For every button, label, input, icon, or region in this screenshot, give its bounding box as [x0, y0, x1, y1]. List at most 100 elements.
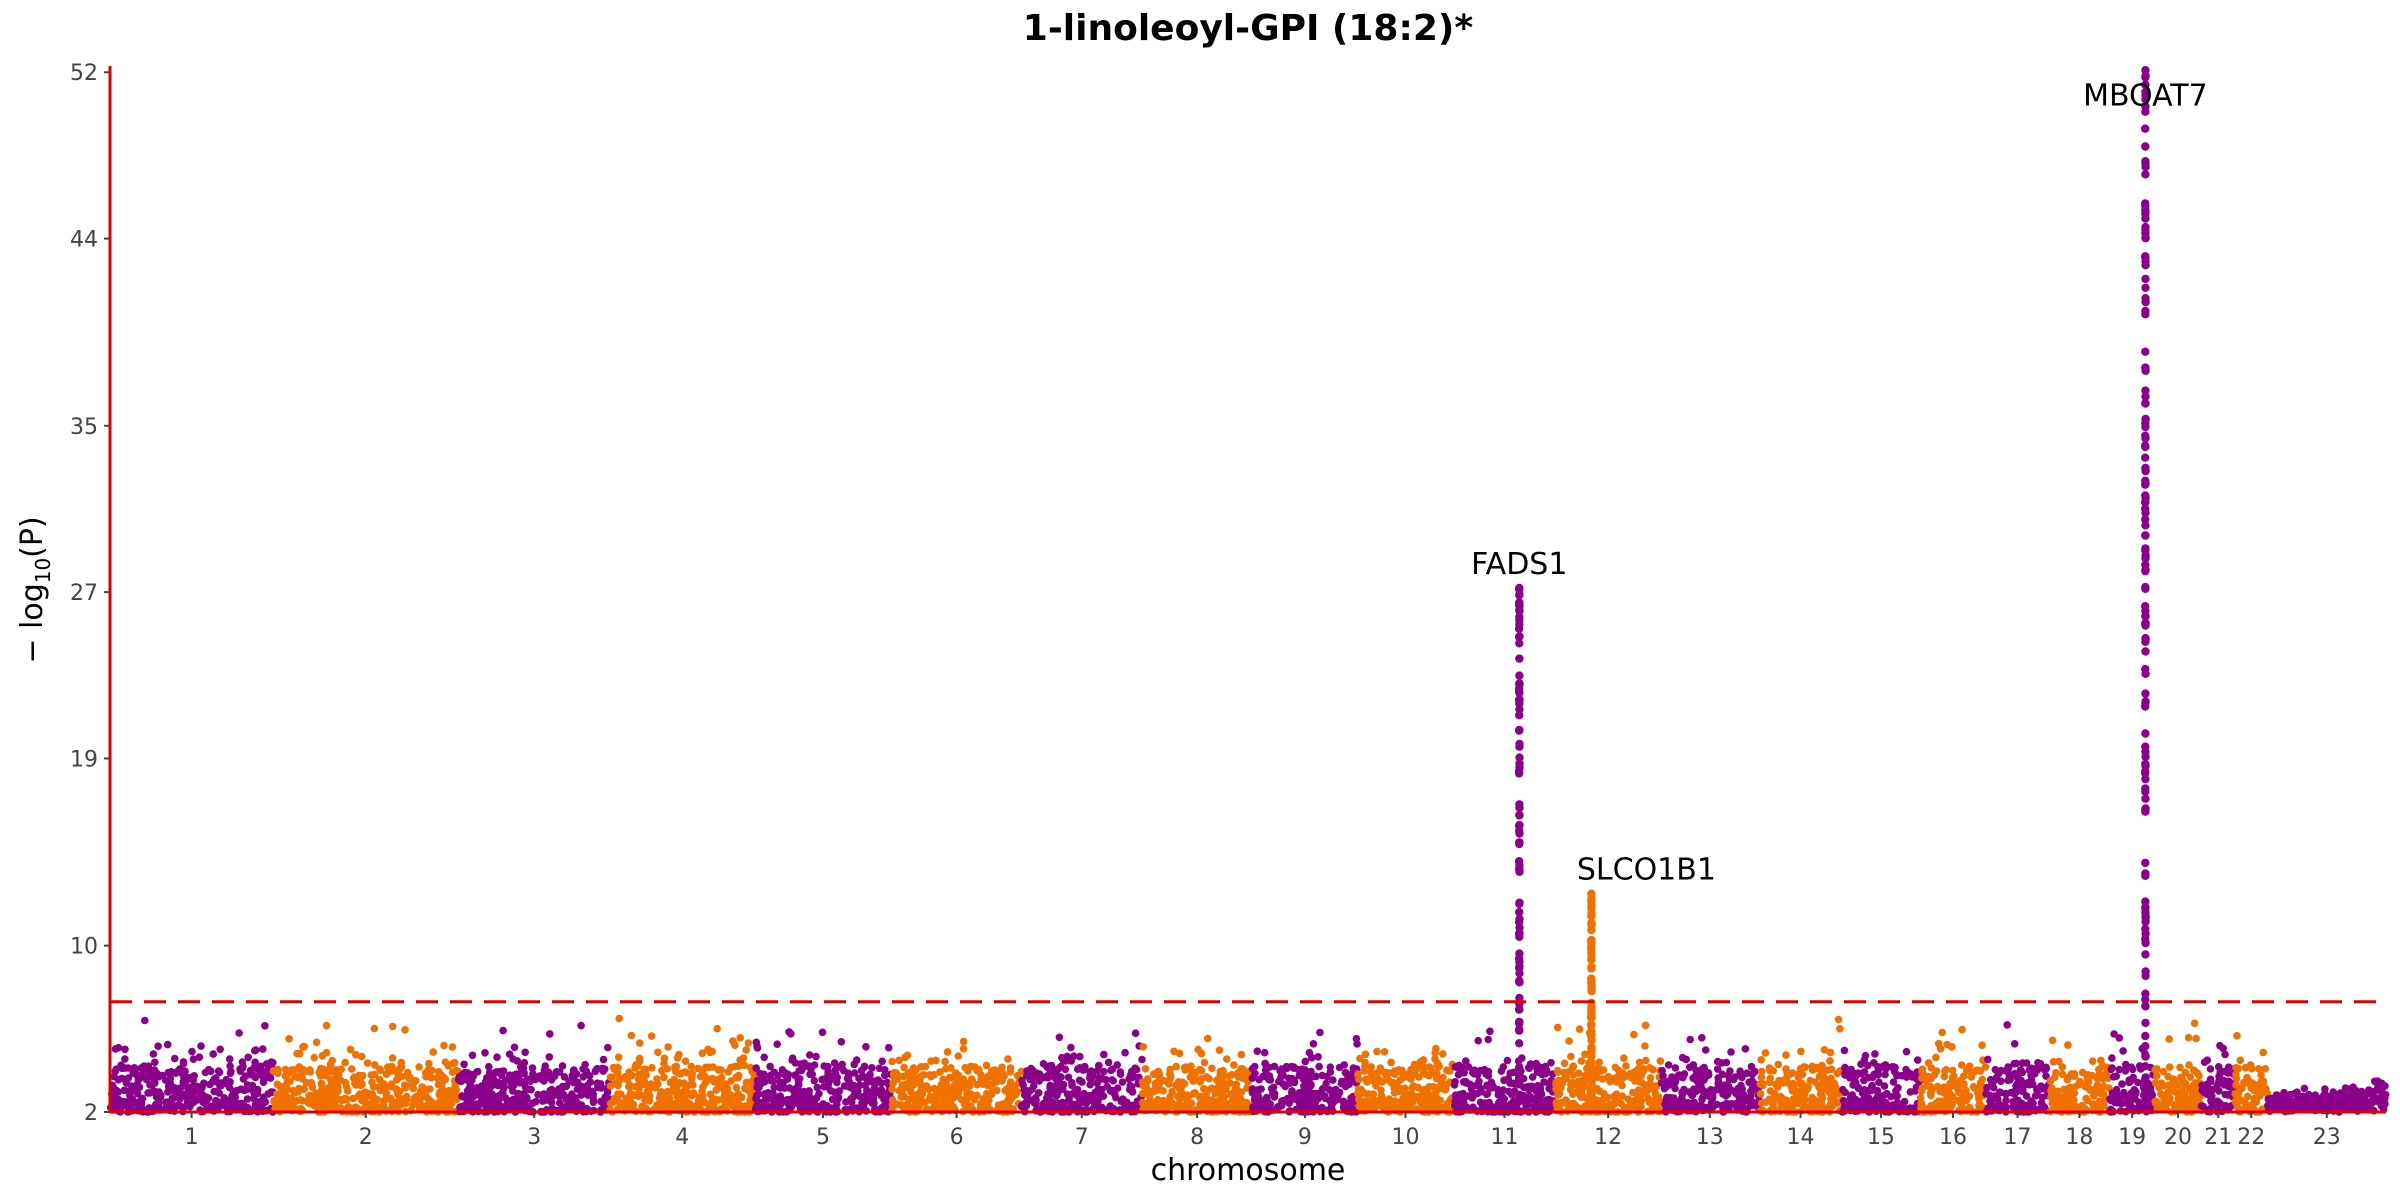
- snp-point: [1380, 1068, 1389, 1077]
- snp-point: [1144, 1076, 1152, 1085]
- snp-point: [1361, 1099, 1370, 1108]
- snp-point: [614, 1053, 623, 1061]
- snp-point: [176, 1065, 184, 1073]
- snp-point: [1067, 1043, 1075, 1052]
- snp-point: [1288, 1074, 1296, 1083]
- snp-point: [429, 1048, 438, 1056]
- chrom-points-6: [888, 1037, 1026, 1116]
- snp-point: [2006, 1076, 2014, 1084]
- snp-point: [1532, 1087, 1541, 1096]
- snp-point: [1355, 1075, 1363, 1084]
- snp-point: [1693, 1067, 1701, 1075]
- snp-point: [788, 1056, 796, 1064]
- snp-point: [1936, 1045, 1945, 1053]
- snp-point: [1316, 1028, 1324, 1037]
- snp-point: [1833, 1069, 1842, 1078]
- snp-point: [954, 1071, 963, 1080]
- snp-point: [1528, 1073, 1537, 1081]
- snp-point: [2113, 1090, 2122, 1099]
- snp-point: [1540, 1078, 1548, 1086]
- snp-point: [848, 1104, 857, 1112]
- snp-point: [1175, 1095, 1184, 1103]
- snp-point: [155, 1099, 163, 1107]
- snp-point: [1413, 1093, 1422, 1101]
- snp-point: [1893, 1071, 1901, 1080]
- snp-point: [2209, 1085, 2217, 1094]
- snp-point: [451, 1093, 460, 1102]
- snp-point: [1237, 1050, 1246, 1059]
- chrom-points-12: [1552, 1021, 1665, 1116]
- snp-point: [1955, 1088, 1963, 1096]
- snp-point: [840, 1082, 849, 1090]
- snp-point: [2176, 1063, 2184, 1072]
- snp-point: [2035, 1084, 2044, 1092]
- snp-point: [1575, 1090, 1584, 1099]
- snp-point: [1541, 1069, 1550, 1078]
- snp-point: [1783, 1073, 1791, 1081]
- snp-point: [493, 1080, 502, 1088]
- snp-point: [2092, 1102, 2101, 1110]
- snp-point: [726, 1091, 735, 1099]
- snp-point: [893, 1100, 901, 1108]
- chrom-points-8: [1138, 1034, 1255, 1116]
- snp-point: [1830, 1099, 1838, 1108]
- snp-point: [133, 1100, 141, 1108]
- snp-point: [368, 1078, 376, 1087]
- snp-point: [916, 1094, 925, 1102]
- snp-point: [2219, 1044, 2227, 1053]
- snp-point: [821, 1075, 829, 1083]
- snp-point: [1298, 1065, 1307, 1073]
- snp-point: [1464, 1092, 1473, 1100]
- snp-point: [947, 1073, 955, 1082]
- snp-point: [1814, 1081, 1823, 1089]
- snp-point: [1659, 1072, 1667, 1080]
- snp-point: [437, 1081, 446, 1090]
- snp-point: [1258, 1099, 1266, 1107]
- snp-point: [926, 1092, 934, 1101]
- snp-point: [1577, 1057, 1586, 1065]
- snp-point: [1565, 1099, 1573, 1108]
- snp-point: [387, 1080, 396, 1088]
- snp-point: [1191, 1089, 1199, 1097]
- snp-point: [1113, 1084, 1122, 1092]
- snp-point: [675, 1096, 684, 1104]
- snp-point: [523, 1075, 531, 1083]
- snp-point: [1270, 1062, 1279, 1071]
- snp-point: [573, 1085, 582, 1093]
- chrom-points-14: [1756, 1015, 1846, 1116]
- snp-point: [1253, 1047, 1262, 1055]
- snp-point: [2028, 1071, 2036, 1080]
- snp-point: [483, 1074, 491, 1082]
- snp-point: [888, 1057, 896, 1066]
- snp-point: [341, 1058, 350, 1067]
- snp-point: [1984, 1055, 1992, 1064]
- snp-point: [742, 1078, 751, 1087]
- snp-point: [760, 1053, 768, 1062]
- snp-point: [1596, 1102, 1604, 1111]
- snp-point: [2215, 1072, 2223, 1081]
- snp-point: [1439, 1050, 1447, 1058]
- snp-point: [110, 1072, 118, 1081]
- snp-point: [1829, 1080, 1837, 1088]
- snp-point: [1963, 1066, 1971, 1075]
- snp-point: [1500, 1095, 1509, 1103]
- snp-point: [579, 1065, 587, 1073]
- snp-point: [1004, 1055, 1012, 1063]
- snp-point: [698, 1049, 707, 1057]
- snp-point: [310, 1053, 319, 1062]
- snp-point: [523, 1102, 532, 1111]
- snp-point: [1373, 1069, 1382, 1077]
- snp-point: [698, 1087, 706, 1096]
- snp-point: [895, 1086, 904, 1095]
- snp-point: [905, 1095, 913, 1104]
- snp-point: [724, 1068, 732, 1076]
- snp-point: [754, 1078, 762, 1087]
- snp-point: [1503, 1056, 1512, 1065]
- snp-point: [1780, 1104, 1788, 1112]
- snp-point: [1857, 1069, 1866, 1078]
- snp-point: [2028, 1099, 2036, 1108]
- snp-point: [1202, 1073, 1211, 1081]
- snp-point: [1248, 1085, 1257, 1093]
- snp-point: [1017, 1102, 1026, 1111]
